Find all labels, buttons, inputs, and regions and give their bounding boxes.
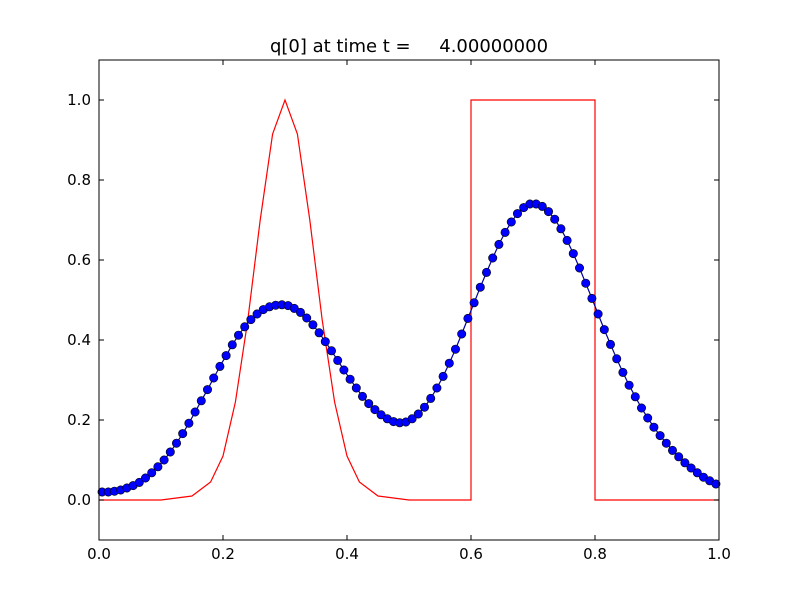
series-1-point bbox=[636, 403, 646, 413]
series-1-point bbox=[512, 209, 522, 219]
series-1-point bbox=[494, 239, 504, 249]
series-1-point bbox=[345, 374, 355, 384]
series-1-point bbox=[227, 340, 237, 350]
series-1-point bbox=[463, 313, 473, 323]
series-1-point bbox=[438, 371, 448, 381]
series-1-point bbox=[172, 438, 182, 448]
y-tick-label: 1.0 bbox=[67, 91, 91, 109]
series-1-point bbox=[612, 354, 622, 364]
series-1-point bbox=[562, 235, 572, 245]
y-tick-label: 0.2 bbox=[67, 411, 91, 429]
series-1-point bbox=[184, 418, 194, 428]
chart-title: q[0] at time t = 4.00000000 bbox=[270, 36, 548, 57]
series-1-point bbox=[667, 445, 677, 455]
series-1-point bbox=[643, 413, 653, 423]
series-1-point bbox=[457, 329, 467, 339]
series-1-point bbox=[240, 322, 250, 332]
series-1-point bbox=[630, 392, 640, 402]
y-tick-label: 0.8 bbox=[67, 171, 91, 189]
x-tick-label: 0.6 bbox=[459, 545, 483, 563]
x-tick-label: 1.0 bbox=[707, 545, 731, 563]
y-tick-label: 0.6 bbox=[67, 251, 91, 269]
series-1-point bbox=[711, 479, 721, 489]
series-1-point bbox=[655, 431, 665, 441]
series-1-point bbox=[649, 422, 659, 432]
series-1-point bbox=[302, 313, 312, 323]
series-1-point bbox=[326, 346, 336, 356]
series-1-point bbox=[543, 207, 553, 217]
series-1-point bbox=[475, 282, 485, 292]
series-1-point bbox=[234, 330, 244, 340]
series-1-point bbox=[537, 201, 547, 211]
series-1-point bbox=[314, 328, 324, 338]
series-1-point bbox=[308, 320, 318, 330]
plot-area bbox=[99, 60, 719, 540]
series-1-point bbox=[351, 383, 361, 393]
series-1-point bbox=[320, 337, 330, 347]
x-tick-label: 0.8 bbox=[583, 545, 607, 563]
series-1-point bbox=[605, 339, 615, 349]
series-1-point bbox=[153, 462, 163, 472]
series-1-point bbox=[190, 407, 200, 417]
series-1-point bbox=[141, 473, 151, 483]
series-1-point bbox=[370, 405, 380, 415]
series-1-point bbox=[686, 463, 696, 473]
series-1-point bbox=[581, 278, 591, 288]
series-1-point bbox=[556, 224, 566, 234]
series-1-point bbox=[661, 438, 671, 448]
series-1-point bbox=[203, 385, 213, 395]
x-tick-label: 0.2 bbox=[211, 545, 235, 563]
series-0-line bbox=[99, 98, 719, 501]
series-1-point bbox=[692, 468, 702, 478]
series-1-point bbox=[618, 367, 628, 377]
series-1-point bbox=[587, 293, 597, 303]
series-1-point bbox=[357, 391, 367, 401]
series-1-point bbox=[407, 414, 417, 424]
series-1-point bbox=[333, 355, 343, 365]
series-1-point bbox=[159, 455, 169, 465]
series-1-point bbox=[599, 325, 609, 335]
axes-frame bbox=[98, 59, 720, 541]
series-1-point bbox=[339, 365, 349, 375]
series-1-point bbox=[550, 214, 560, 224]
series-1-point bbox=[221, 351, 231, 361]
series-1-point bbox=[680, 458, 690, 468]
series-1-point bbox=[134, 477, 144, 487]
series-1-point bbox=[196, 396, 206, 406]
series-1-point bbox=[469, 298, 479, 308]
series-1-point bbox=[674, 452, 684, 462]
series-1-point bbox=[450, 344, 460, 354]
series-1-point bbox=[364, 399, 374, 409]
series-1-point bbox=[246, 315, 256, 325]
y-tick-label: 0.0 bbox=[67, 491, 91, 509]
series-1-point bbox=[165, 447, 175, 457]
series-1-point bbox=[574, 263, 584, 273]
series-1-point bbox=[500, 227, 510, 237]
series-1-point bbox=[488, 253, 498, 263]
series-1-point bbox=[426, 393, 436, 403]
ticks-layer: 0.0 0.2 0.4 0.6 0.8 1.0 0.0 0.2 0.4 0.6 0.8 1.0 bbox=[67, 60, 731, 563]
series-1-point bbox=[178, 429, 188, 439]
series-1-point bbox=[593, 309, 603, 319]
x-tick-label: 0.4 bbox=[335, 545, 359, 563]
series-1-point bbox=[624, 380, 634, 390]
y-tick-label: 0.4 bbox=[67, 331, 91, 349]
series-1-point bbox=[209, 373, 219, 383]
series-1-point bbox=[432, 383, 442, 393]
series-1-point bbox=[295, 307, 305, 317]
series-layer bbox=[97, 98, 721, 501]
series-1-point bbox=[444, 358, 454, 368]
series-1-point bbox=[215, 361, 225, 371]
series-1-point bbox=[506, 217, 516, 227]
series-1-point bbox=[147, 468, 157, 478]
x-tick-label: 0.0 bbox=[87, 545, 111, 563]
series-1-point bbox=[481, 267, 491, 277]
series-1-point bbox=[568, 249, 578, 259]
series-1-point bbox=[413, 409, 423, 419]
series-1-point bbox=[419, 402, 429, 412]
series-1-point bbox=[252, 309, 262, 319]
